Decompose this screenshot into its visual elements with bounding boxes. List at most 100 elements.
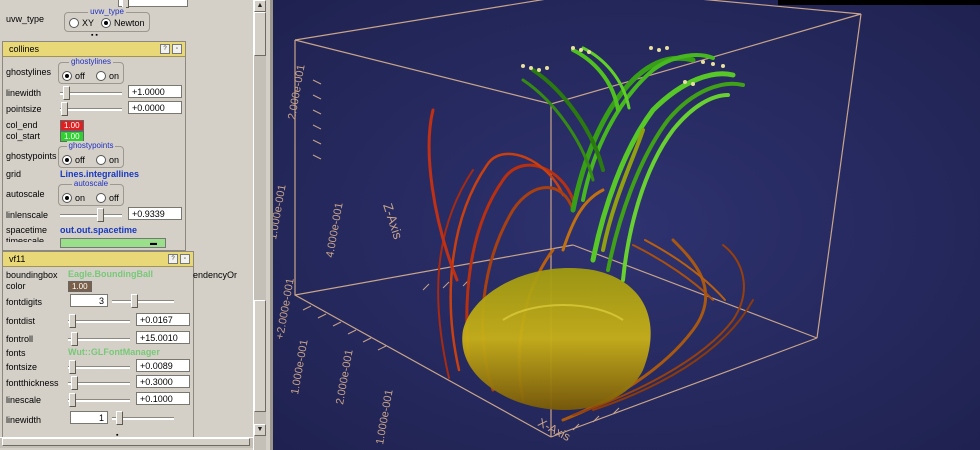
timescale-bar[interactable]: [60, 238, 166, 248]
fontdist-label: fontdist: [6, 316, 36, 326]
grid-link[interactable]: Lines.integrallines: [60, 169, 140, 179]
collines-close-button[interactable]: ▫: [172, 44, 182, 54]
ghostylines-off-circle[interactable]: [62, 71, 72, 81]
collines-help-button[interactable]: ?: [160, 44, 170, 54]
linewidth-slider-knob[interactable]: [63, 86, 70, 100]
linewidth-slider-track[interactable]: [60, 92, 122, 95]
ghostylines-on-circle[interactable]: [96, 71, 106, 81]
viewport-top-strip: [778, 0, 980, 5]
linlenscale-input[interactable]: +0.9339: [128, 207, 182, 220]
col-end-label: col_end: [6, 120, 38, 130]
pointsize-slider-track[interactable]: [60, 108, 122, 111]
vf11-linewidth-slider-knob[interactable]: [116, 411, 123, 425]
boundingbox-link[interactable]: Eagle.BoundingBall: [68, 269, 154, 279]
pointsize-input[interactable]: +0.0000: [128, 101, 182, 114]
color-swatch[interactable]: 1.00: [68, 281, 92, 292]
linescale-slider-track[interactable]: [68, 399, 130, 402]
top-partial-field[interactable]: [118, 0, 188, 7]
radio-newton-label: Newton: [114, 18, 145, 28]
radio-newton-circle[interactable]: [101, 18, 111, 28]
vf11-help-button[interactable]: ?: [168, 254, 178, 264]
3d-scene[interactable]: Z-Axis X-Axis 2.000e-001 1.000e-001 1.00…: [273, 0, 980, 450]
fontdist-slider-knob[interactable]: [69, 314, 76, 328]
boundingbox-overflow-text: endencyOr: [193, 270, 238, 280]
uvw-type-label: uvw_type: [6, 14, 45, 24]
fontthickness-slider-knob[interactable]: [71, 376, 78, 390]
radio-newton[interactable]: Newton: [101, 18, 145, 28]
autoscale-off-radio[interactable]: off: [96, 193, 119, 203]
fontsize-slider-knob[interactable]: [69, 360, 76, 374]
ghostypoints-off-radio[interactable]: off: [62, 155, 85, 165]
panel-scroll-marker: ▬: [150, 240, 157, 247]
linewidth-label: linewidth: [6, 88, 42, 98]
fontroll-slider-track[interactable]: [68, 338, 130, 341]
radio-xy-label: XY: [82, 18, 95, 28]
fontsize-slider-track[interactable]: [68, 366, 130, 369]
ghostylines-label: ghostylines: [6, 67, 52, 77]
col-end-swatch[interactable]: 1.00: [60, 120, 84, 131]
vf11-linewidth-slider-track[interactable]: [112, 417, 174, 420]
collines-title-bar[interactable]: collines ? ▫: [3, 42, 185, 57]
scrollbar-lower-thumb[interactable]: [254, 300, 266, 412]
fontroll-input[interactable]: +15.0010: [136, 331, 190, 344]
scrollbar-thumb[interactable]: [254, 12, 266, 56]
horizontal-scrollbar-thumb[interactable]: [2, 438, 250, 446]
linescale-input[interactable]: +0.1000: [136, 392, 190, 405]
ghostypoints-on-label: on: [109, 155, 120, 165]
autoscale-on-label: on: [75, 193, 86, 203]
scroll-down-arrow-icon[interactable]: ▼: [254, 424, 266, 436]
velocity-bulb: [462, 268, 651, 410]
fonts-link[interactable]: Wut::GLFontManager: [68, 347, 160, 357]
fontdigits-label: fontdigits: [6, 297, 43, 307]
spacetime-link[interactable]: out.out.spacetime: [60, 225, 138, 235]
linlenscale-slider-knob[interactable]: [97, 208, 104, 222]
ghostylines-on-radio[interactable]: on: [96, 71, 119, 81]
autoscale-off-circle[interactable]: [96, 193, 106, 203]
radio-xy-circle[interactable]: [69, 18, 79, 28]
linewidth-input[interactable]: +1.0000: [128, 85, 182, 98]
fontthickness-input[interactable]: +0.3000: [136, 375, 190, 388]
linescale-label: linescale: [6, 395, 42, 405]
velocity-bulb-highlight: [502, 304, 624, 321]
timescale-label: timescale: [6, 236, 45, 242]
fontdist-input[interactable]: +0.0167: [136, 313, 190, 326]
fontdist-slider-track[interactable]: [68, 320, 130, 323]
fontroll-slider-knob[interactable]: [71, 332, 78, 346]
scroll-up-arrow-icon[interactable]: ▲: [254, 0, 266, 12]
ghostypoints-on-radio[interactable]: on: [96, 155, 119, 165]
ghostypoints-off-circle[interactable]: [62, 155, 72, 165]
ghostylines-off-radio[interactable]: off: [62, 71, 85, 81]
vf11-linewidth-input[interactable]: 1: [70, 411, 108, 424]
ghostypoints-group: ghostypoints: [58, 141, 124, 168]
panel-splitter-handle[interactable]: ▪ ▪: [91, 32, 98, 39]
autoscale-on-circle[interactable]: [62, 193, 72, 203]
vf11-bottom-marker: ▪: [116, 432, 119, 439]
uvw-type-group: uvw_type: [64, 7, 150, 32]
3d-viewport[interactable]: Z-Axis X-Axis 2.000e-001 1.000e-001 1.00…: [273, 0, 980, 450]
pointsize-slider-knob[interactable]: [61, 102, 68, 116]
fontthickness-slider-track[interactable]: [68, 382, 130, 385]
fontdigits-slider-track[interactable]: [112, 300, 174, 303]
radio-xy[interactable]: XY: [69, 18, 94, 28]
autoscale-on-radio[interactable]: on: [62, 193, 85, 203]
fontthickness-label: fontthickness: [6, 378, 59, 388]
fontdigits-slider-knob[interactable]: [131, 294, 138, 308]
fontdigits-input[interactable]: 3: [70, 294, 108, 307]
linlenscale-label: linlenscale: [6, 210, 49, 220]
ghostypoints-label: ghostypoints: [6, 151, 57, 161]
vf11-title-bar[interactable]: vf11 ? ▫: [3, 252, 193, 267]
autoscale-group: autoscale: [58, 179, 124, 206]
grid-label: grid: [6, 169, 22, 179]
vf11-close-button[interactable]: ▫: [180, 254, 190, 264]
ghostypoints-on-circle[interactable]: [96, 155, 106, 165]
linlenscale-slider-track[interactable]: [60, 214, 122, 217]
col-start-label: col_start: [6, 131, 41, 141]
linescale-slider-knob[interactable]: [69, 393, 76, 407]
seed-points: [521, 46, 725, 86]
fonts-label: fonts: [6, 348, 26, 358]
axis-ticks: [302, 79, 620, 431]
fontsize-input[interactable]: +0.0089: [136, 359, 190, 372]
control-panel: uvw_type uvw_type XY Newton ▪ ▪ collines…: [0, 0, 270, 450]
ghostylines-group-title: ghostylines: [68, 57, 114, 66]
splitter[interactable]: [270, 0, 273, 450]
